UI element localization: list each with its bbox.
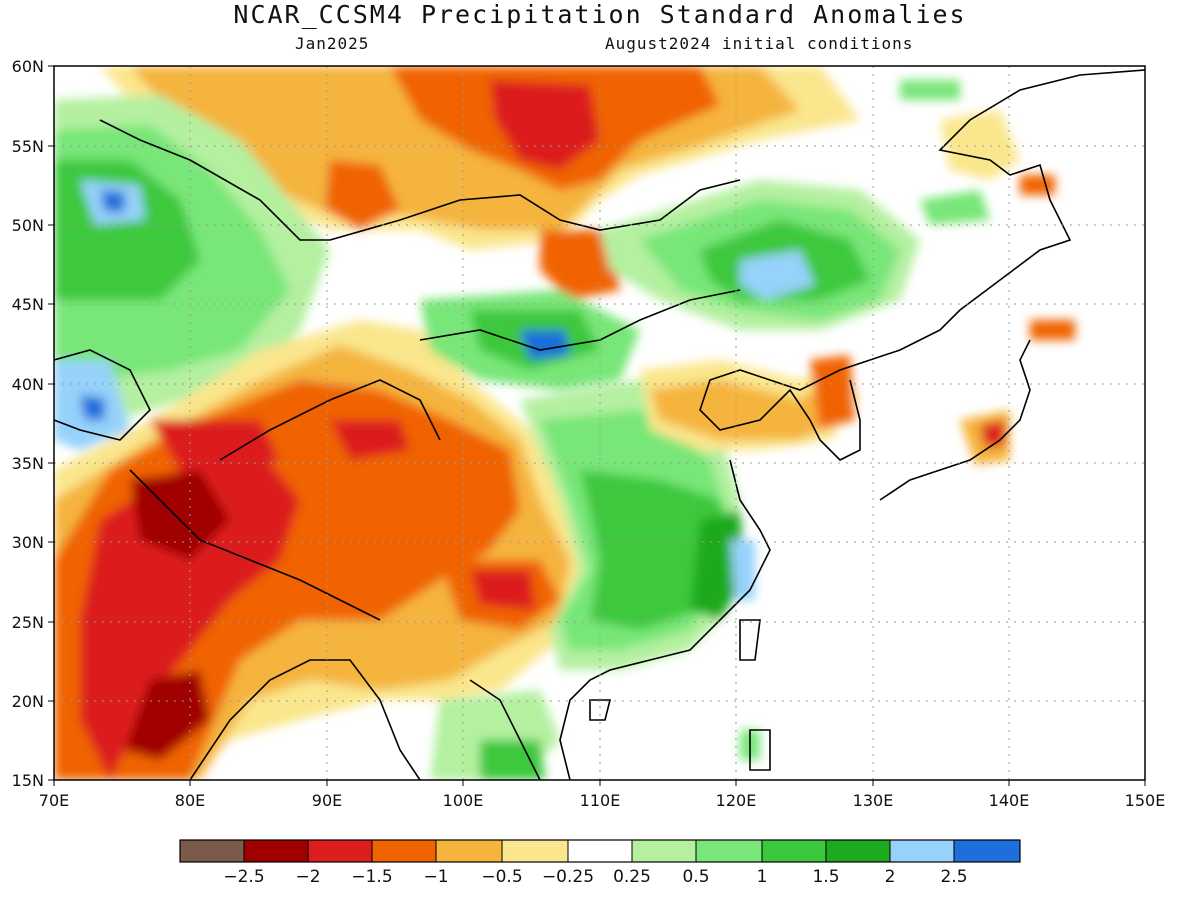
lat-label-20n: 20N [12,692,44,711]
lon-labels: 70E 80E 90E 100E 110E 120E 130E 140E 150… [39,791,1166,810]
colorbar-label: −1.5 [351,867,392,887]
lat-label-50n: 50N [12,216,44,235]
colorbar: −2.5 −2 −1.5 −1 −0.5 −0.25 0.25 0.5 1 1.… [179,839,1021,887]
colorbar-label: −2 [295,867,320,887]
colorbar-label: −0.25 [542,867,594,887]
lat-labels: 60N 55N 50N 45N 40N 35N 30N 25N 20N 15N [12,57,44,790]
lon-label-120e: 120E [716,791,757,810]
colorbar-swatch [244,840,308,862]
axis-ticks [48,65,1146,786]
colorbar-label: −2.5 [223,867,264,887]
forecast-month: Jan2025 [295,34,370,53]
lon-label-150e: 150E [1125,791,1166,810]
lat-label-45n: 45N [12,295,44,314]
lon-label-100e: 100E [443,791,484,810]
lon-label-130e: 130E [853,791,894,810]
colorbar-swatch [632,840,696,862]
colorbar-label: −1 [423,867,448,887]
colorbar-swatch [308,840,372,862]
lon-label-70e: 70E [39,791,69,810]
lat-label-40n: 40N [12,375,44,394]
gridlines [54,66,1145,780]
colorbar-label: 1.5 [812,867,839,887]
lat-label-30n: 30N [12,533,44,552]
colorbar-swatch [180,840,244,862]
colorbar-label: 2.5 [940,867,967,887]
lat-label-15n: 15N [12,771,44,790]
colorbar-swatch [954,840,1020,862]
colorbar-swatch [502,840,568,862]
map-title: NCAR_CCSM4 Precipitation Standard Anomal… [233,0,967,29]
lon-label-80e: 80E [175,791,205,810]
colorbar-swatch [568,840,632,862]
colorbar-label: 2 [885,867,896,887]
colorbar-swatch [890,840,954,862]
colorbar-swatch [372,840,436,862]
colorbar-label: −0.5 [481,867,522,887]
colorbar-swatch [436,840,502,862]
colorbar-swatch [696,840,762,862]
colorbar-swatch [826,840,890,862]
lon-label-110e: 110E [580,791,621,810]
colorbar-label: 0.25 [613,867,651,887]
colorbar-label: 0.5 [682,867,709,887]
colorbar-label: 1 [757,867,768,887]
colorbar-swatch [762,840,826,862]
lat-label-60n: 60N [12,57,44,76]
lat-label-55n: 55N [12,137,44,156]
anomaly-field [54,66,1145,780]
lon-label-90e: 90E [312,791,342,810]
lat-label-25n: 25N [12,613,44,632]
lon-label-140e: 140E [989,791,1030,810]
initial-conditions: August2024 initial conditions [605,34,914,53]
lat-label-35n: 35N [12,454,44,473]
